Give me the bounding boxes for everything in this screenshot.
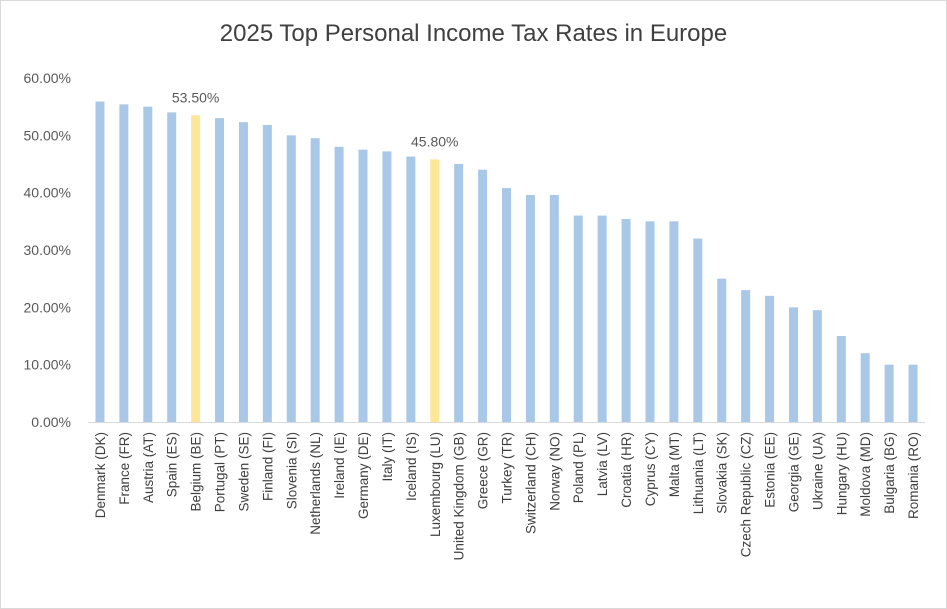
x-tick-label: Ukraine (UA) bbox=[810, 432, 825, 510]
bar bbox=[645, 221, 655, 422]
y-tick-label: 60.00% bbox=[24, 70, 71, 86]
y-tick-label: 30.00% bbox=[24, 242, 71, 258]
bar bbox=[525, 194, 535, 422]
x-tick-label: Slovenia (SI) bbox=[284, 432, 299, 509]
bar bbox=[143, 106, 153, 423]
x-tick-label: Iceland (IS) bbox=[404, 432, 419, 501]
chart-title: 2025 Top Personal Income Tax Rates in Eu… bbox=[219, 20, 728, 47]
x-tick-label: France (FR) bbox=[117, 432, 132, 505]
x-tick-label: Poland (PL) bbox=[571, 432, 586, 503]
x-tick-label: Luxembourg (LU) bbox=[428, 432, 443, 537]
x-tick-label: United Kingdom (GB) bbox=[452, 432, 467, 560]
x-tick-label: Lithuania (LT) bbox=[691, 432, 706, 514]
bar bbox=[95, 101, 105, 423]
x-tick-label: Moldova (MD) bbox=[858, 432, 873, 517]
y-tick-label: 0.00% bbox=[31, 414, 71, 430]
x-tick-label: Spain (ES) bbox=[165, 432, 180, 497]
x-tick-label: Finland (FI) bbox=[260, 432, 275, 501]
bar bbox=[478, 169, 488, 422]
x-tick-label: Slovakia (SK) bbox=[715, 432, 730, 514]
bar bbox=[621, 219, 631, 422]
bar bbox=[549, 194, 559, 422]
x-tick-label: Croatia (HR) bbox=[619, 432, 634, 508]
y-tick-label: 50.00% bbox=[24, 127, 71, 143]
x-tick-label: Georgia (GE) bbox=[786, 432, 801, 512]
bar bbox=[812, 310, 822, 422]
bar bbox=[788, 307, 798, 422]
bar bbox=[693, 238, 703, 422]
x-tick-label: Portugal (PT) bbox=[213, 432, 228, 512]
bar bbox=[669, 221, 679, 422]
x-tick-label: Denmark (DK) bbox=[93, 432, 108, 518]
data-label: 53.50% bbox=[172, 89, 219, 105]
x-tick-label: Estonia (EE) bbox=[763, 432, 778, 508]
bar bbox=[502, 188, 511, 422]
x-tick-label: Switzerland (CH) bbox=[523, 432, 538, 534]
bar bbox=[430, 159, 440, 422]
x-tick-label: Italy (IT) bbox=[380, 432, 395, 482]
bar bbox=[908, 364, 918, 422]
bar bbox=[741, 290, 751, 422]
bar bbox=[119, 104, 129, 422]
bar bbox=[717, 278, 727, 422]
bar bbox=[836, 336, 846, 422]
bar bbox=[884, 364, 894, 422]
x-tick-label: Czech Republic (CZ) bbox=[739, 432, 754, 557]
bar bbox=[238, 122, 248, 422]
x-tick-label: Hungary (HU) bbox=[834, 432, 849, 515]
x-tick-label: Norway (NO) bbox=[547, 432, 562, 511]
x-tick-label: Netherlands (NL) bbox=[308, 432, 323, 535]
y-tick-label: 40.00% bbox=[24, 185, 71, 201]
x-tick-label: Romania (RO) bbox=[906, 432, 921, 519]
bar bbox=[191, 115, 201, 423]
y-tick-label: 10.00% bbox=[24, 357, 71, 373]
data-label: 45.80% bbox=[411, 133, 458, 149]
x-tick-label: Malta (MT) bbox=[667, 432, 682, 497]
bar bbox=[358, 149, 368, 422]
bar bbox=[262, 125, 272, 422]
x-tick-label: Ireland (IE) bbox=[332, 432, 347, 499]
bar bbox=[860, 353, 870, 422]
x-tick-label: Austria (AT) bbox=[141, 432, 156, 503]
x-tick-label: Turkey (TR) bbox=[500, 432, 515, 504]
x-tick-label: Bulgaria (BG) bbox=[882, 432, 897, 514]
x-tick-label: Cyprus (CY) bbox=[643, 432, 658, 506]
bar bbox=[406, 156, 416, 422]
x-tick-label: Belgium (BE) bbox=[189, 432, 204, 512]
bar bbox=[597, 215, 607, 422]
bar bbox=[215, 118, 225, 422]
bar bbox=[382, 151, 392, 423]
x-tick-label: Greece (GR) bbox=[476, 432, 491, 509]
bar bbox=[310, 138, 320, 422]
bar bbox=[167, 112, 177, 423]
y-tick-label: 20.00% bbox=[24, 299, 71, 315]
x-tick-label: Latvia (LV) bbox=[595, 432, 610, 496]
bar bbox=[765, 295, 775, 422]
bar bbox=[334, 146, 344, 423]
x-tick-label: Germany (DE) bbox=[356, 432, 371, 519]
bar bbox=[454, 164, 464, 422]
x-tick-label: Sweden (SE) bbox=[236, 432, 251, 512]
bar bbox=[573, 215, 583, 422]
bar bbox=[286, 135, 296, 423]
